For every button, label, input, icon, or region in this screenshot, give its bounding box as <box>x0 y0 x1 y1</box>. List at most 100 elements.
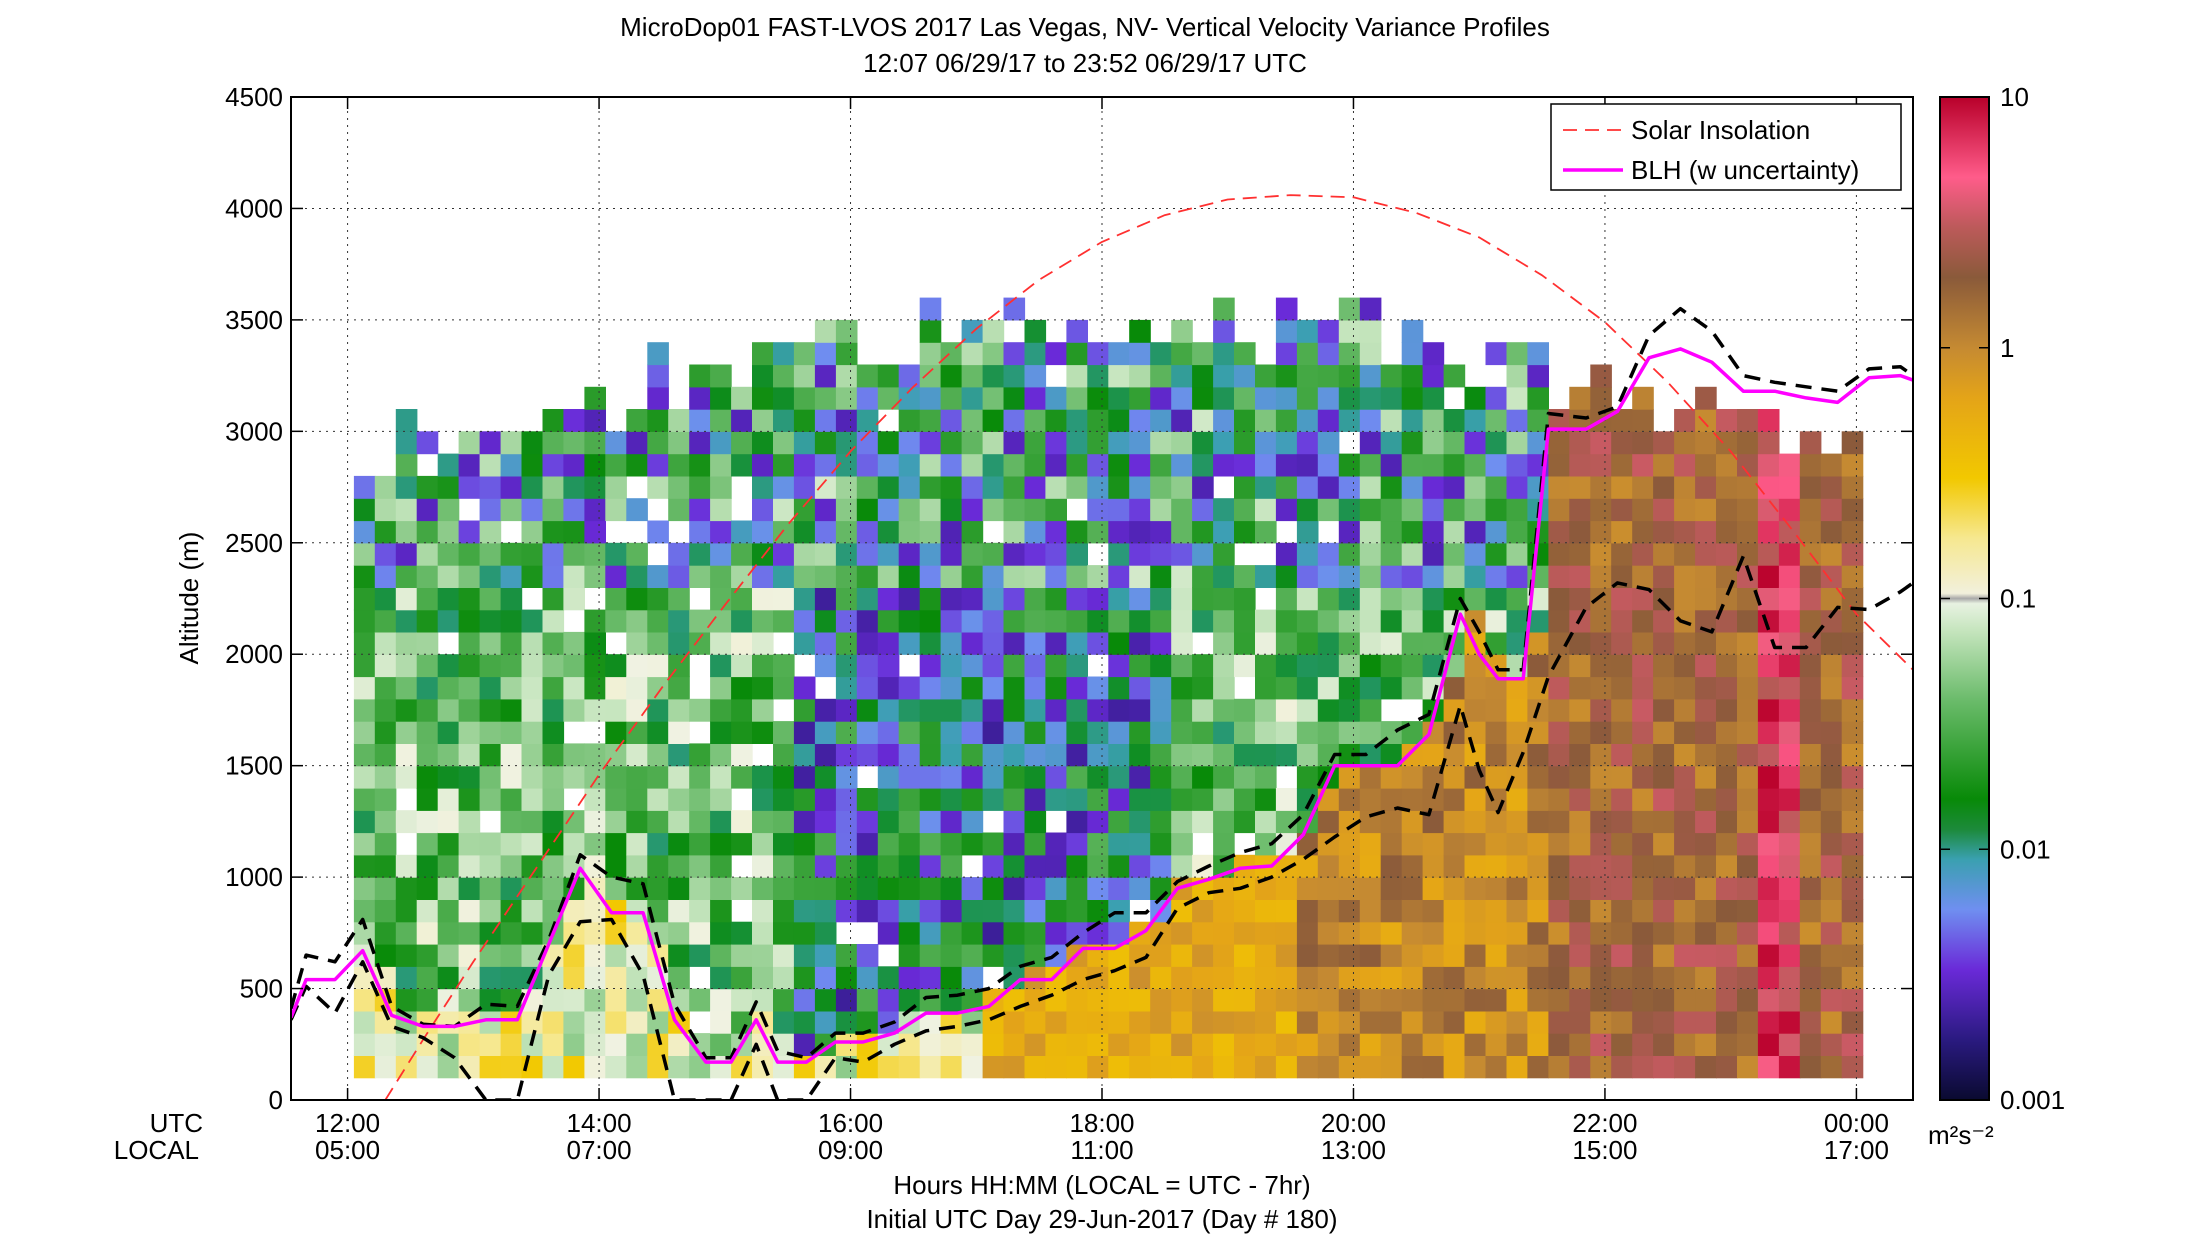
heatmap-cell <box>731 453 753 477</box>
heatmap-cell <box>563 498 585 522</box>
heatmap-cell <box>542 765 565 789</box>
heatmap-cell <box>626 988 648 1012</box>
heatmap-cell <box>1380 364 1403 388</box>
heatmap-cell <box>395 565 418 588</box>
heatmap-cell <box>1632 810 1654 834</box>
heatmap-cell <box>1234 453 1256 477</box>
heatmap-cell <box>773 342 795 366</box>
heatmap-cell <box>1317 409 1340 432</box>
heatmap-cell <box>500 565 523 588</box>
heatmap-cell <box>1003 1055 1026 1079</box>
heatmap-cell <box>1820 1033 1843 1056</box>
heatmap-cell <box>1653 921 1675 945</box>
heatmap-cell <box>773 364 795 388</box>
heatmap-cell <box>752 676 774 700</box>
heatmap-cell <box>814 587 837 611</box>
heatmap-cell <box>1045 832 1067 856</box>
heatmap-cell <box>1653 743 1675 767</box>
heatmap-cell <box>1778 788 1801 811</box>
heatmap-cell <box>793 542 816 566</box>
heatmap-cell <box>395 877 418 900</box>
heatmap-cell <box>1464 498 1487 522</box>
heatmap-cell <box>563 899 585 923</box>
heatmap-cell <box>1108 565 1130 588</box>
heatmap-cell <box>1506 342 1529 366</box>
heatmap-cell <box>856 854 879 878</box>
heatmap-cell <box>1171 788 1193 811</box>
heatmap-cell <box>1234 364 1256 388</box>
heatmap-cell <box>1150 654 1172 678</box>
heatmap-cell <box>1422 565 1445 588</box>
heatmap-cell <box>1820 676 1843 700</box>
heatmap-cell <box>1674 788 1696 811</box>
heatmap-cell <box>982 319 1005 343</box>
heatmap-cell <box>1024 765 1047 789</box>
heatmap-cell <box>1024 832 1047 856</box>
heatmap-cell <box>1443 587 1466 611</box>
heatmap-cell <box>353 788 376 811</box>
heatmap-cell <box>710 721 732 744</box>
heatmap-cell <box>626 676 648 700</box>
heatmap-cell <box>353 832 376 856</box>
heatmap-cell <box>1275 409 1298 432</box>
heatmap-cell <box>1275 788 1298 811</box>
heatmap-cell <box>1716 520 1738 544</box>
heatmap-cell <box>835 453 858 477</box>
heatmap-cell <box>1213 832 1235 856</box>
heatmap-cell <box>1464 721 1487 744</box>
heatmap-cell <box>898 676 921 700</box>
heatmap-cell <box>1213 386 1235 410</box>
heatmap-cell <box>500 475 523 499</box>
heatmap-cell <box>940 788 963 811</box>
heatmap-cell <box>877 386 900 410</box>
heatmap-cell <box>814 988 837 1012</box>
heatmap-cell <box>1799 721 1822 744</box>
heatmap-cell <box>1443 988 1466 1012</box>
heatmap-cell <box>1296 899 1319 923</box>
heatmap-cell <box>940 609 963 633</box>
heatmap-cell <box>584 520 606 544</box>
heatmap-cell <box>1548 698 1570 722</box>
heatmap-cell <box>1317 676 1340 700</box>
heatmap-cell <box>1380 944 1403 967</box>
heatmap-cell <box>919 854 942 878</box>
heatmap-cell <box>1548 721 1570 744</box>
heatmap-cell <box>1569 966 1591 990</box>
heatmap-cell <box>710 386 732 410</box>
heatmap-cell <box>1674 587 1696 611</box>
heatmap-cell <box>1569 854 1591 878</box>
heatmap-cell <box>353 609 376 633</box>
y-tick-label: 1500 <box>225 751 283 781</box>
heatmap-cell <box>1296 542 1319 566</box>
heatmap-cell <box>689 810 711 834</box>
heatmap-cell <box>961 832 984 856</box>
heatmap-cell <box>793 765 816 789</box>
heatmap-cell <box>1045 877 1067 900</box>
heatmap-cell <box>940 498 963 522</box>
heatmap-cell <box>1296 475 1319 499</box>
heatmap-cell <box>374 609 397 633</box>
heatmap-cell <box>1171 1010 1193 1034</box>
heatmap-cell <box>773 498 795 522</box>
heatmap-cell <box>1653 765 1675 789</box>
x-tick-label-local: 11:00 <box>1070 1135 1133 1165</box>
heatmap-cell <box>731 654 753 678</box>
heatmap-cell <box>1590 921 1612 945</box>
heatmap-cell <box>982 676 1005 700</box>
heatmap-cell <box>479 475 502 499</box>
heatmap-cell <box>1506 565 1529 588</box>
heatmap-cell <box>1841 631 1864 655</box>
heatmap-cell <box>731 587 753 611</box>
heatmap-cell <box>479 788 502 811</box>
heatmap-cell <box>1674 498 1696 522</box>
heatmap-cell <box>458 587 481 611</box>
heatmap-cell <box>500 698 523 722</box>
heatmap-cell <box>1213 631 1235 655</box>
heatmap-cell <box>1150 765 1172 789</box>
heatmap-cell <box>1443 698 1466 722</box>
heatmap-cell <box>919 788 942 811</box>
heatmap-cell <box>1255 520 1277 544</box>
heatmap-cell <box>752 810 774 834</box>
heatmap-cell <box>1464 542 1487 566</box>
heatmap-cell <box>1841 921 1864 945</box>
